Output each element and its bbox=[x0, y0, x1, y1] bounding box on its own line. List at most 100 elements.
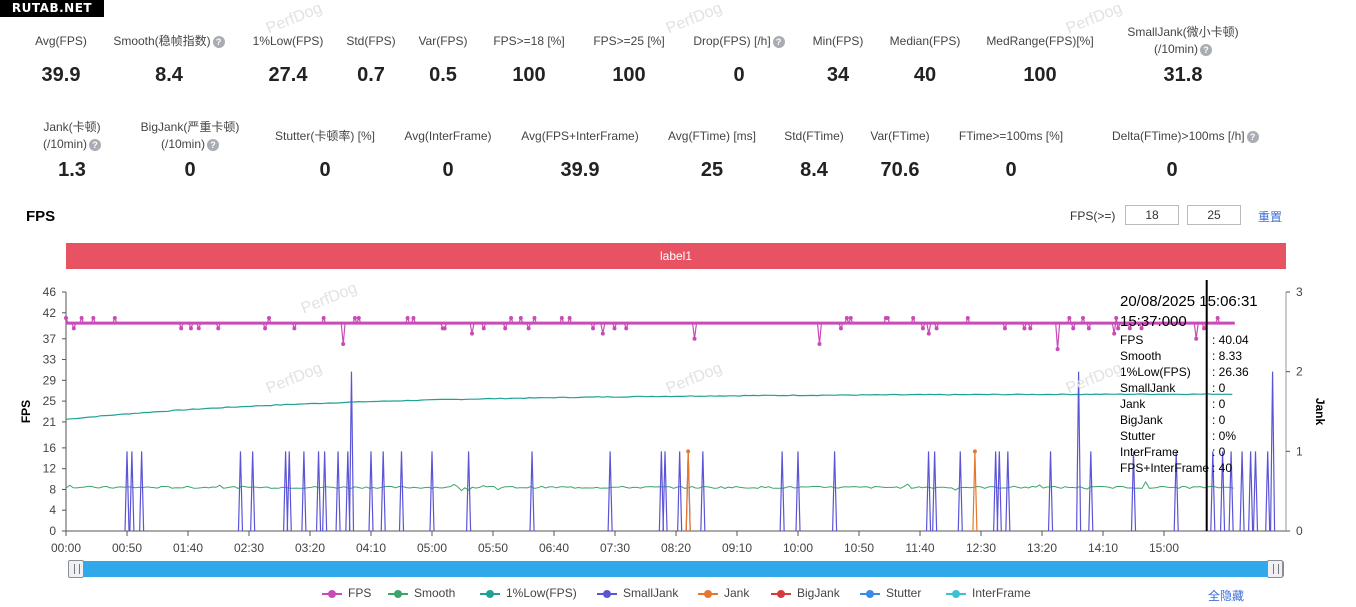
fps-point bbox=[885, 315, 890, 320]
tooltip-key: Jank bbox=[1120, 397, 1146, 411]
metric-value: 0.5 bbox=[429, 64, 457, 86]
reset-button[interactable]: 重置 bbox=[1258, 210, 1283, 224]
spike-smalljank bbox=[1076, 371, 1082, 532]
metric-median-fps: Median(FPS) 40 bbox=[865, 33, 985, 86]
spike-smalljank bbox=[315, 451, 322, 532]
x-tick-label: 09:10 bbox=[722, 541, 752, 555]
spike-smalljank bbox=[301, 451, 307, 532]
fps-threshold-label: FPS(>=) bbox=[1070, 209, 1116, 223]
fps-point bbox=[188, 326, 193, 331]
metric-label-text: Jank(卡顿) bbox=[43, 120, 101, 134]
metric-delta-ftime-100ms-h: Delta(FTime)>100ms [/h]? 0 bbox=[1112, 128, 1259, 181]
y2-tick-label: 2 bbox=[1296, 365, 1303, 379]
legend-item-smalljank[interactable]: SmallJank bbox=[597, 586, 678, 602]
x-tick-label: 14:10 bbox=[1088, 541, 1118, 555]
legend-item-stutter[interactable]: Stutter bbox=[860, 586, 921, 602]
help-icon[interactable]: ? bbox=[207, 138, 219, 151]
x-tick-label: 05:00 bbox=[417, 541, 447, 555]
spike-smalljank bbox=[129, 451, 135, 532]
timeline-slider-start-handle[interactable] bbox=[68, 560, 84, 578]
metric-smooth: Smooth(稳帧指数)? 8.4 bbox=[109, 33, 229, 86]
spike-smalljank bbox=[237, 451, 244, 532]
timeline-slider-end-handle[interactable] bbox=[1267, 560, 1283, 578]
metric-var-fps: Var(FPS) 0.5 bbox=[383, 33, 503, 86]
spike-smalljank bbox=[380, 451, 386, 532]
tooltip-key: Smooth bbox=[1120, 349, 1162, 363]
fps-point bbox=[71, 326, 76, 331]
tooltip-row: FPS : 40.04 bbox=[1120, 332, 1258, 348]
metric-value: 8.4 bbox=[155, 64, 183, 86]
help-icon[interactable]: ? bbox=[1246, 130, 1259, 143]
metric-label-text: Var(FPS) bbox=[418, 34, 468, 48]
metric-label: Std(FPS) bbox=[311, 33, 431, 50]
tooltip-key: FPS bbox=[1120, 333, 1144, 347]
legend-item-interframe[interactable]: InterFrame bbox=[946, 586, 1031, 602]
metric-label-text: FPS>=18 [%] bbox=[493, 34, 565, 48]
legend-item-jank[interactable]: Jank bbox=[698, 586, 749, 602]
label-bar[interactable]: label1 bbox=[66, 243, 1286, 269]
metric-std-ftime: Std(FTime) 8.4 bbox=[754, 128, 874, 181]
metric-drop-fps-h: Drop(FPS) [/h]? 0 bbox=[679, 33, 799, 86]
fps-point bbox=[692, 336, 697, 341]
spike-smalljank bbox=[795, 451, 801, 532]
fps-point bbox=[1139, 326, 1144, 331]
fps-point bbox=[1114, 315, 1119, 320]
metric-label-text: Std(FPS) bbox=[346, 34, 396, 48]
x-tick-label: 05:50 bbox=[478, 541, 508, 555]
x-tick-label: 13:20 bbox=[1027, 541, 1057, 555]
metric-min-fps: Min(FPS) 34 bbox=[778, 33, 898, 86]
x-tick-label: 04:10 bbox=[356, 541, 386, 555]
tooltip-value: : 40.04 bbox=[1212, 333, 1249, 347]
legend-item-smooth[interactable]: Smooth bbox=[388, 586, 455, 602]
metric-label-text: Smooth(稳帧指数) bbox=[113, 34, 211, 48]
y2-tick-label: 0 bbox=[1296, 524, 1303, 538]
spike-smalljank bbox=[1248, 451, 1254, 532]
legend-item-fps[interactable]: FPS bbox=[322, 586, 371, 602]
fps-point bbox=[532, 315, 537, 320]
legend-item-bigjank[interactable]: BigJank bbox=[771, 586, 840, 602]
spike-smalljank bbox=[1239, 451, 1245, 532]
legend-label: BigJank bbox=[797, 586, 840, 600]
fps-point bbox=[1055, 347, 1060, 352]
x-tick-label: 00:50 bbox=[112, 541, 142, 555]
tooltip-row: Jank: 0 bbox=[1120, 396, 1258, 412]
fps-threshold-input-1[interactable] bbox=[1125, 205, 1179, 225]
help-icon[interactable]: ? bbox=[1200, 43, 1212, 56]
metric-label: Var(FTime) bbox=[840, 128, 960, 145]
legend-item-1-low-fps-[interactable]: 1%Low(FPS) bbox=[480, 586, 577, 602]
metric-label-text: Stutter(卡顿率) [%] bbox=[274, 129, 375, 143]
y-tick-label: 16 bbox=[43, 441, 57, 455]
timeline-slider[interactable] bbox=[68, 561, 1284, 577]
fps-point bbox=[848, 315, 853, 320]
fps-point bbox=[356, 315, 361, 320]
metric-1-low-fps: 1%Low(FPS) 27.4 bbox=[228, 33, 348, 86]
metric-label: Avg(FPS+InterFrame) bbox=[520, 128, 640, 145]
spike-smalljank bbox=[139, 451, 145, 532]
spike-smalljank bbox=[677, 451, 683, 532]
metric-value: 100 bbox=[612, 64, 646, 86]
legend-swatch bbox=[388, 589, 408, 598]
metric-label-text: FTime>=100ms [%] bbox=[958, 129, 1064, 143]
help-icon[interactable]: ? bbox=[89, 138, 101, 151]
fps-threshold-input-2[interactable] bbox=[1187, 205, 1241, 225]
fps-point bbox=[481, 326, 486, 331]
spike-smalljank bbox=[529, 451, 535, 532]
metric-value: 0 bbox=[319, 159, 331, 181]
hide-all-button[interactable]: 全隐藏 bbox=[1208, 589, 1245, 603]
fps-point bbox=[470, 331, 475, 336]
y2-tick-label: 3 bbox=[1296, 285, 1303, 299]
spike-jank bbox=[685, 451, 691, 532]
metric-label: Drop(FPS) [/h]? bbox=[679, 33, 799, 50]
metric-label: Avg(FTime) [ms] bbox=[652, 128, 772, 145]
spike-smalljank bbox=[1269, 371, 1276, 532]
legend-swatch bbox=[771, 589, 791, 598]
tooltip-key: InterFrame bbox=[1120, 445, 1179, 459]
help-icon[interactable]: ? bbox=[212, 35, 225, 48]
spike-smalljank bbox=[348, 371, 355, 532]
metric-value: 31.8 bbox=[1163, 64, 1203, 86]
fps-point bbox=[920, 326, 925, 331]
y-tick-label: 42 bbox=[43, 306, 57, 320]
help-icon[interactable]: ? bbox=[772, 35, 785, 48]
metric-label: SmallJank(微小卡顿) (/10min)? bbox=[1123, 24, 1243, 58]
